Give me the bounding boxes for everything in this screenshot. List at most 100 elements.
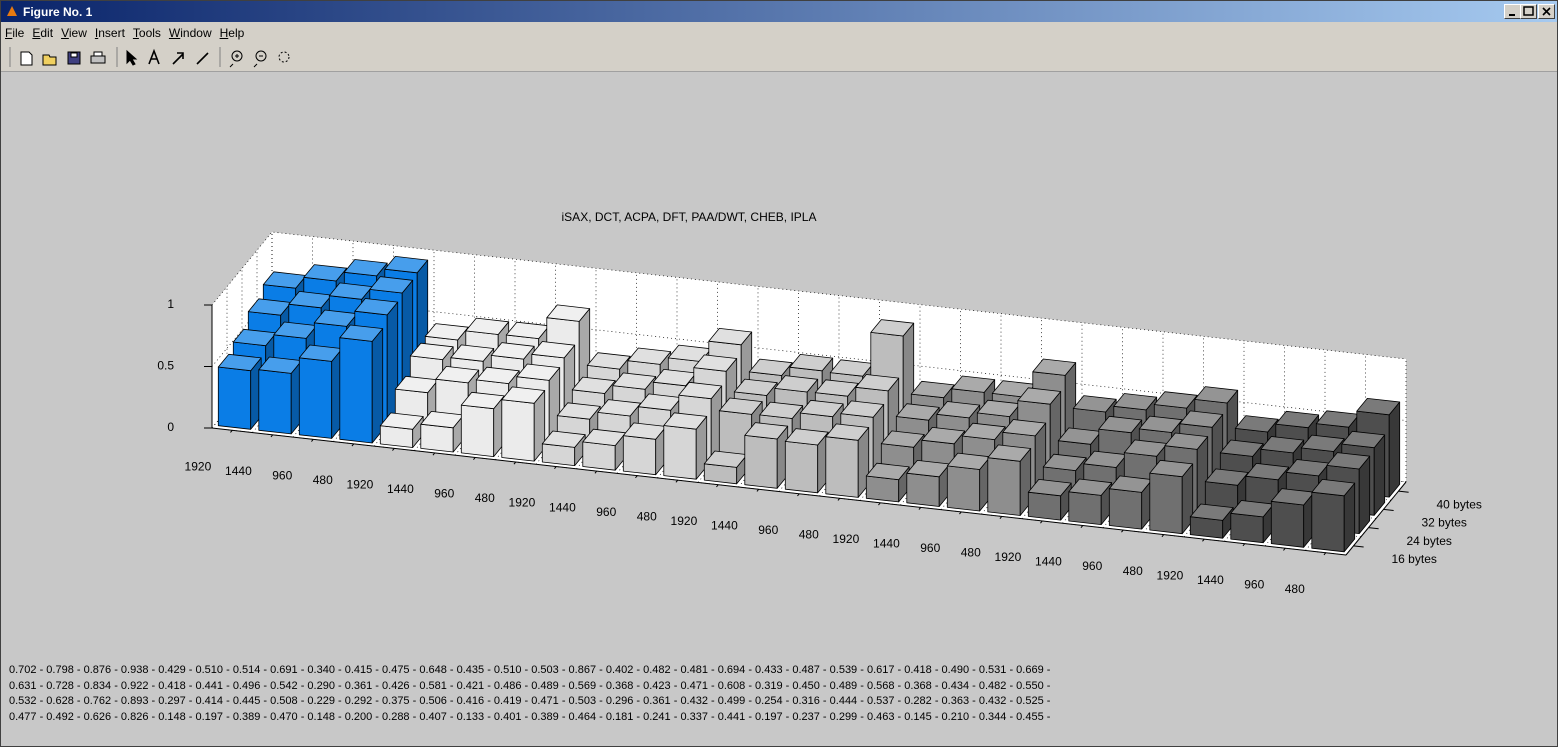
save-icon[interactable] <box>67 51 81 65</box>
x-tick <box>716 484 719 488</box>
new-icon[interactable] <box>20 51 33 66</box>
print-icon[interactable] <box>90 51 106 64</box>
depth-tick-label: 24 bytes <box>1407 534 1452 548</box>
depth-tick <box>1398 490 1409 493</box>
bar-front-face <box>1230 512 1264 544</box>
x-tick-label: 480 <box>313 473 333 487</box>
menu-item[interactable]: Help <box>219 26 245 40</box>
bar-front-face <box>1270 500 1305 548</box>
bar-top-face <box>825 423 870 441</box>
zoom-in-icon[interactable] <box>229 50 243 68</box>
bar-front-face <box>1068 491 1102 525</box>
bar-top-face <box>1002 419 1047 437</box>
bar-top-face <box>1032 358 1077 376</box>
x-tick <box>918 507 922 510</box>
bar-top-face <box>870 319 915 337</box>
x-tick-label: 1440 <box>711 518 738 532</box>
bar-top-face <box>303 264 348 282</box>
bar-top-face <box>678 381 723 400</box>
bar-front-face <box>825 436 859 498</box>
arrow-icon[interactable] <box>172 52 184 65</box>
menu-item[interactable]: File <box>5 26 25 40</box>
x-tick-label: 480 <box>961 546 981 560</box>
bar-front-face <box>258 369 292 435</box>
bar-top-face <box>789 353 834 372</box>
bar-top-face <box>880 430 925 448</box>
x-tick-label: 960 <box>596 505 616 519</box>
line-icon[interactable] <box>196 52 209 65</box>
maximize-button[interactable] <box>1520 4 1537 19</box>
x-tick <box>513 461 517 465</box>
select-icon[interactable] <box>126 49 138 66</box>
x-tick-label: 480 <box>1285 582 1305 596</box>
depth-tick <box>1353 545 1364 548</box>
x-tick <box>1242 543 1246 547</box>
x-tick-label: 1440 <box>873 537 900 551</box>
bar-top-face <box>1260 436 1305 454</box>
bar-front-face <box>298 357 333 439</box>
x-tick-label: 1920 <box>671 514 698 528</box>
menu-item[interactable]: Edit <box>32 26 54 40</box>
text-icon[interactable] <box>148 48 160 65</box>
menu-item[interactable]: View <box>61 26 87 40</box>
bar <box>298 344 343 439</box>
bar-top-face <box>424 323 469 341</box>
bar-top-face <box>369 276 414 294</box>
bar-top-face <box>744 422 789 440</box>
bar-top-face <box>460 391 505 410</box>
bar-top-face <box>1179 410 1224 428</box>
bar-front-face <box>622 435 657 476</box>
chart-title: iSAX, DCT, ACPA, DFT, PAA/DWT, CHEB, IPL… <box>562 210 817 224</box>
x-tick-label: 1920 <box>509 496 536 510</box>
value-line: 0.532 - 0.628 - 0.762 - 0.893 - 0.297 - … <box>9 695 1051 707</box>
x-tick-label: 1440 <box>549 500 576 514</box>
close-button[interactable] <box>1538 4 1555 19</box>
bar-front-face <box>420 423 454 453</box>
bar-top-face <box>384 255 429 274</box>
bar <box>1189 503 1234 539</box>
x-tick <box>1283 547 1286 551</box>
bar-front-face <box>865 475 900 503</box>
bar-top-face <box>339 324 384 342</box>
bar-top-face <box>1164 432 1209 450</box>
bar-front-face <box>1149 472 1183 535</box>
x-tick <box>797 493 800 497</box>
bar-top-face <box>663 412 708 430</box>
x-tick <box>1323 552 1327 556</box>
x-tick <box>1040 520 1043 524</box>
depth-tick-label: 16 bytes <box>1392 552 1437 566</box>
bar-top-face <box>1204 468 1249 486</box>
x-tick <box>1202 538 1205 542</box>
bar <box>784 428 829 494</box>
bar-top-face <box>961 422 1006 441</box>
x-tick <box>311 439 314 442</box>
rotate-icon[interactable] <box>278 51 290 63</box>
depth-tick-label: 40 bytes <box>1437 497 1482 511</box>
bar <box>622 422 667 476</box>
bar <box>1108 475 1153 530</box>
bar <box>1068 478 1113 525</box>
bar-top-face <box>733 378 778 396</box>
x-tick-label: 1920 <box>1157 568 1184 582</box>
bar <box>1270 488 1315 548</box>
x-tick <box>392 448 395 451</box>
menu-item[interactable]: Insert <box>94 26 125 40</box>
bar <box>582 428 627 471</box>
menu-item[interactable]: Tools <box>132 26 161 40</box>
bar <box>460 391 505 458</box>
zoom-out-icon[interactable] <box>253 50 267 68</box>
open-icon[interactable] <box>42 54 57 66</box>
x-tick <box>554 466 557 470</box>
bar <box>1230 500 1275 544</box>
bar-top-face <box>1042 453 1087 472</box>
menu-item[interactable]: Window <box>168 26 212 40</box>
bar-top-face <box>1068 478 1113 496</box>
bar-top-face <box>546 304 591 322</box>
x-tick <box>230 429 233 433</box>
x-tick-label: 480 <box>475 491 495 505</box>
bar-front-face <box>339 337 373 444</box>
bar-top-face <box>1153 391 1198 409</box>
title-bar: Figure No. 1 <box>1 1 1557 22</box>
axis-line <box>1345 481 1407 556</box>
bar-top-face <box>936 401 981 419</box>
